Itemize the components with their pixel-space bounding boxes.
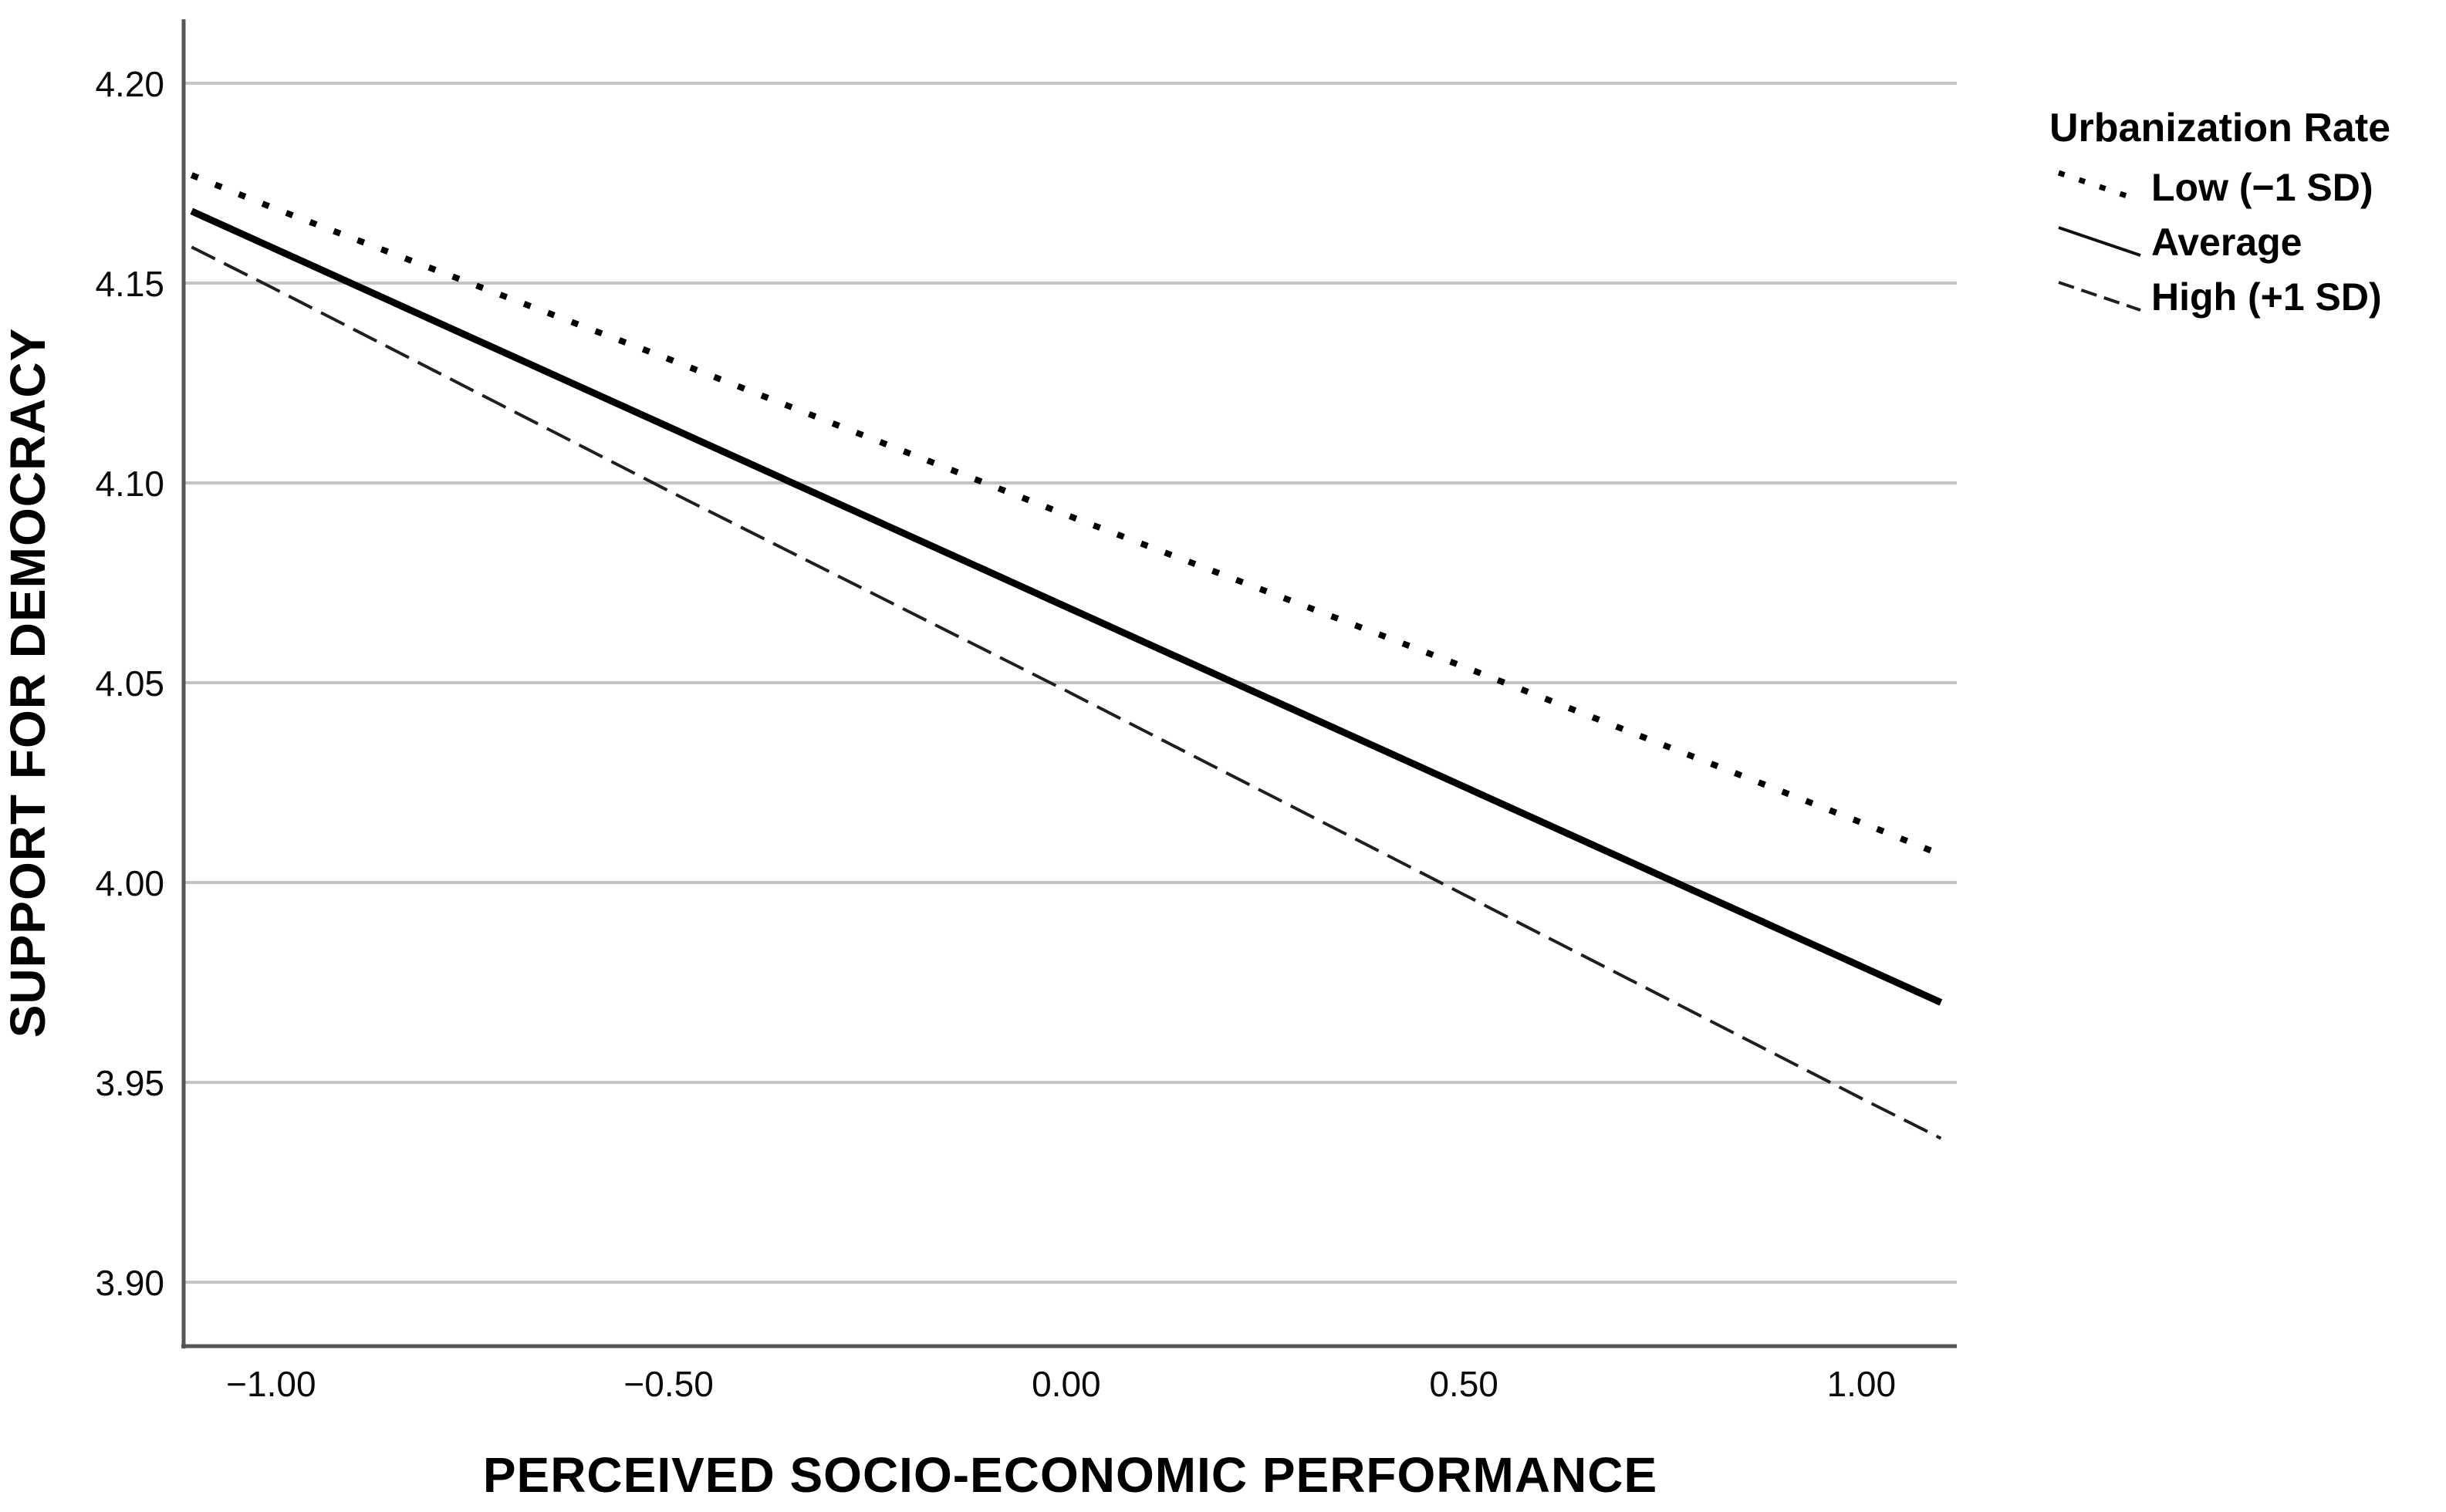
y-tick-label-3.90: 3.90 [95,1263,164,1303]
series-line-low-1-sd [190,172,1942,858]
x-tick-label-0.00: 0.00 [1032,1364,1101,1404]
legend: Urbanization Rate Low (−1 SD) Average High… [2049,106,2390,319]
x-tick-label--1.00: −1.00 [226,1364,316,1404]
x-axis-tick-labels: −1.00 −0.50 0.00 0.50 1.00 [226,1364,1896,1404]
y-tick-label-4.15: 4.15 [95,264,164,304]
series-line-high-1-sd [191,245,1942,1140]
axes [181,19,1957,1348]
y-tick-label-4.05: 4.05 [95,663,164,704]
legend-title: Urbanization Rate [2049,106,2390,150]
y-tick-label-4.00: 4.00 [95,863,164,903]
y-tick-label-4.20: 4.20 [95,64,164,104]
legend-label-high-1-sd: High (+1 SD) [2151,275,2382,319]
gridlines [184,81,1957,1284]
legend-swatch-low-1-sd [2057,170,2142,204]
series-lines [190,172,1943,1140]
x-tick-label-0.50: 0.50 [1429,1364,1498,1404]
x-axis-title: PERCEIVED SOCIO-ECONOMIC PERFORMANCE [483,1447,1657,1503]
legend-label-low-1-sd: Low (−1 SD) [2151,166,2373,209]
legend-swatch-high-1-sd [2058,281,2141,312]
y-axis-title: SUPPORT FOR DEMOCRACY [0,328,56,1038]
y-tick-label-4.10: 4.10 [95,464,164,504]
y-tick-label-3.95: 3.95 [95,1063,164,1103]
y-axis-tick-labels: 3.90 3.95 4.00 4.05 4.10 4.15 4.20 [95,64,164,1303]
series-line-average [190,208,1943,1006]
x-tick-label--0.50: −0.50 [623,1364,713,1404]
legend-items: Low (−1 SD) Average High (+1 SD) [2057,166,2382,319]
legend-label-average: Average [2151,221,2302,264]
x-tick-label-1.00: 1.00 [1827,1364,1897,1404]
legend-swatch-average [2058,226,2141,257]
